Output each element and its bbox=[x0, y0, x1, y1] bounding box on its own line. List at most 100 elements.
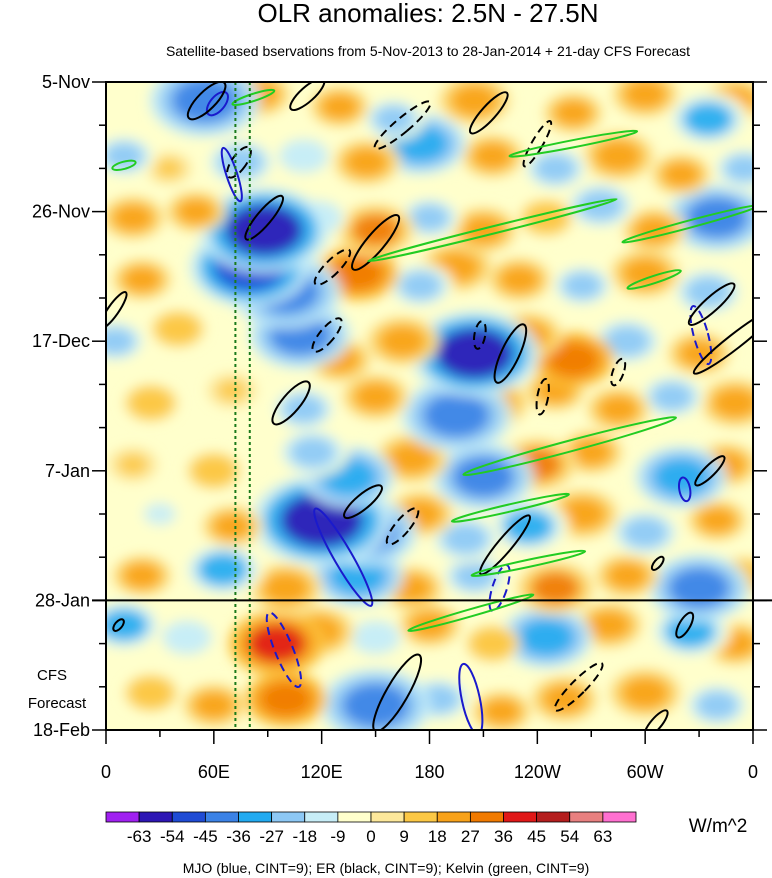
y-tick-label: 26-Nov bbox=[32, 202, 90, 222]
kelvin-contour-43 bbox=[626, 269, 682, 290]
olr-anomaly-41-0 bbox=[106, 328, 134, 355]
colorbar-swatch bbox=[536, 811, 571, 823]
olr-anomaly-15-0 bbox=[473, 143, 512, 170]
colorbar-swatch bbox=[138, 811, 173, 823]
olr-anomaly-17-0 bbox=[596, 141, 640, 171]
er-contour-17 bbox=[311, 317, 343, 353]
x-tick-label: 60W bbox=[627, 762, 664, 782]
colorbar-swatch bbox=[569, 811, 604, 823]
olr-anomaly-12-0 bbox=[285, 143, 322, 169]
mjo-contour-6 bbox=[689, 304, 713, 366]
mjo-contour-7 bbox=[677, 476, 692, 503]
olr-anomaly-21-0 bbox=[177, 199, 214, 224]
olr-anomaly-59-0 bbox=[652, 383, 693, 411]
kelvin-contour-44 bbox=[231, 88, 276, 107]
er-contour-21 bbox=[535, 377, 550, 416]
olr-anomaly-97-0 bbox=[476, 632, 509, 655]
olr-anomaly-35-0 bbox=[400, 271, 441, 300]
kelvin-contour-41 bbox=[470, 549, 587, 577]
olr-anomaly-31-0 bbox=[124, 267, 160, 292]
mjo-contour-0 bbox=[205, 90, 229, 117]
kelvin-contour-40 bbox=[450, 492, 570, 523]
olr-anomaly-62-0 bbox=[197, 459, 231, 483]
er-contour-31 bbox=[650, 555, 665, 571]
olr-anomaly-95-0 bbox=[357, 625, 394, 650]
olr-anomaly-49-0 bbox=[605, 326, 649, 356]
olr-anomaly-83-0 bbox=[263, 573, 308, 603]
mjo-contour-3 bbox=[265, 611, 303, 689]
er-contour-13 bbox=[468, 91, 509, 135]
mjo-contour-2 bbox=[313, 507, 374, 607]
olr-anomaly-25-0 bbox=[410, 204, 449, 231]
x-axis: 0 60E 120E 180 120W 60W 0 bbox=[101, 730, 758, 782]
olr-anomaly-22-0 bbox=[225, 204, 303, 256]
contour-legend-footer: MJO (blue, CINT=9); ER (black, CINT=9); … bbox=[183, 860, 590, 876]
y-tick-label: 7-Jan bbox=[45, 461, 90, 481]
olr-anomaly-51-0 bbox=[134, 391, 168, 415]
olr-anomaly-60-0 bbox=[713, 388, 753, 418]
olr-anomaly-61-0 bbox=[118, 454, 148, 475]
colorbar-label: 27 bbox=[461, 827, 480, 846]
olr-anomaly-4-0 bbox=[452, 85, 497, 116]
olr-anomaly-108-0 bbox=[544, 685, 585, 713]
olr-anomaly-82-0 bbox=[198, 553, 248, 587]
olr-anomaly-68-0 bbox=[572, 439, 611, 466]
olr-anomaly-81-0 bbox=[124, 563, 160, 589]
colorbar-label: 36 bbox=[494, 827, 513, 846]
olr-anomaly-65-0 bbox=[389, 443, 434, 474]
er-contour-22 bbox=[343, 484, 383, 520]
olr-anomaly-91-0 bbox=[106, 609, 148, 641]
colorbar-swatch bbox=[370, 811, 405, 823]
colorbar-label: 18 bbox=[428, 827, 447, 846]
olr-anomaly-71-0 bbox=[143, 502, 177, 526]
olr-anomaly-76-0 bbox=[443, 523, 488, 554]
x-tick-label: 120W bbox=[514, 762, 561, 782]
colorbar-unit: W/m^2 bbox=[689, 816, 748, 837]
olr-anomaly-99-0 bbox=[589, 611, 630, 639]
olr-anomaly-45-0 bbox=[380, 326, 425, 356]
kelvin-contour-38 bbox=[621, 204, 753, 244]
colorbar-label: 63 bbox=[593, 827, 612, 846]
er-contour-26 bbox=[687, 282, 736, 326]
olr-anomaly-46-0 bbox=[436, 328, 513, 379]
kelvin-contour-45 bbox=[111, 159, 137, 171]
colorbar-label: -9 bbox=[330, 827, 345, 846]
er-contour-23 bbox=[385, 507, 420, 546]
olr-anomaly-63-0 bbox=[290, 437, 335, 468]
olr-anomaly-84-0 bbox=[330, 557, 385, 594]
colorbar-label: -27 bbox=[259, 827, 284, 846]
olr-anomaly-55-0 bbox=[423, 393, 490, 438]
x-tick-label: 120E bbox=[301, 762, 343, 782]
forecast-label-line1: CFS bbox=[37, 667, 67, 684]
olr-anomaly-93-0 bbox=[247, 624, 306, 663]
colorbar: -63 -54 -45 -36 -27 -18 -9 0 9 18 27 36 45 54 63 bbox=[105, 811, 637, 846]
kelvin-contour-39 bbox=[462, 416, 677, 477]
wave-filter-contours bbox=[106, 82, 753, 730]
olr-anomaly-102-0 bbox=[134, 681, 168, 705]
olr-anomaly-40-0 bbox=[686, 277, 730, 307]
olr-anomaly-69-0 bbox=[653, 458, 709, 496]
colorbar-swatch bbox=[436, 811, 471, 823]
olr-anomaly-72-0 bbox=[213, 514, 250, 539]
colorbar-swatch bbox=[105, 811, 140, 823]
olr-anomaly-38-0 bbox=[563, 272, 602, 299]
olr-anomaly-88-0 bbox=[608, 562, 647, 589]
x-tick-label: 0 bbox=[748, 762, 758, 782]
colorbar-swatch bbox=[503, 811, 538, 823]
olr-anomaly-110-0 bbox=[696, 691, 738, 720]
olr-anomaly-77-0 bbox=[503, 509, 553, 543]
er-contour-20 bbox=[472, 320, 487, 350]
olr-anomaly-26-0 bbox=[463, 216, 504, 244]
olr-anomaly-10-0 bbox=[155, 158, 183, 178]
er-contour-12 bbox=[373, 100, 432, 150]
colorbar-label: -63 bbox=[127, 827, 152, 846]
olr-anomaly-42-0 bbox=[161, 317, 195, 341]
olr-anomaly-34-0 bbox=[333, 256, 383, 290]
colorbar-swatch bbox=[271, 811, 306, 823]
er-contour-33 bbox=[675, 611, 695, 639]
olr-anomaly-20-0 bbox=[113, 204, 152, 231]
er-contour-35 bbox=[106, 291, 128, 330]
colorbar-swatch bbox=[602, 811, 637, 823]
olr-anomaly-89-0 bbox=[669, 568, 730, 609]
